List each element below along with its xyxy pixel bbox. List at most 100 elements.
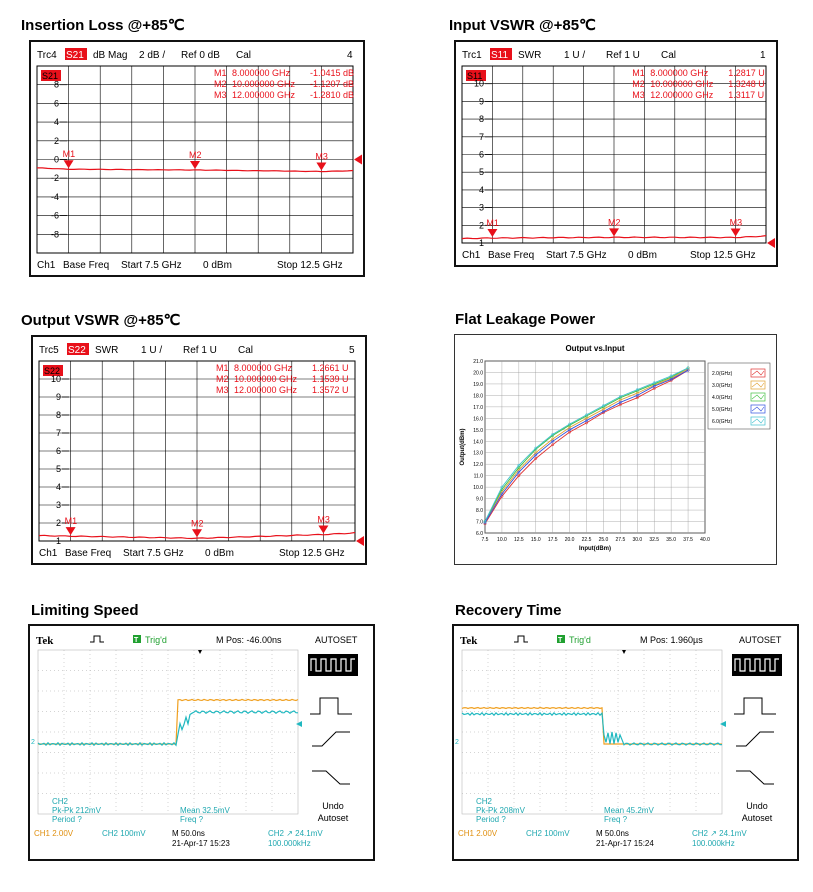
y-tick-label: 17.0 [473, 405, 483, 411]
marker-readout-freq: 12.000000 GHz [232, 90, 296, 100]
meas-channel: CH2 [52, 797, 69, 806]
trigger-position-marker [198, 650, 202, 654]
brand-label: Tek [460, 635, 478, 647]
cal-label: Cal [661, 50, 676, 61]
y-axis-label: Output(dBm) [460, 429, 466, 466]
format-label: SWR [95, 345, 118, 356]
x-tick-label: 35.0 [666, 537, 676, 543]
marker-triangle [609, 228, 619, 237]
series-line [484, 367, 689, 522]
y-tick-label: 20.0 [473, 370, 483, 376]
data-point [686, 366, 690, 370]
marker-readout-value: -1.0415 dB [310, 68, 354, 78]
x-tick-label: 12.5 [514, 537, 524, 543]
leakage-svg: Output vs.Input 7.5 10.0 12.5 15.0 17.5 20.0 22… [460, 344, 771, 552]
marker-readout-id: M3 [214, 90, 227, 100]
footer-power: 0 dBm [205, 548, 234, 559]
square-wave-icon[interactable] [310, 658, 355, 672]
input-vswr-title: Input VSWR @+85℃ [449, 17, 596, 34]
marker-readout-value: 1.2661 U [312, 363, 349, 373]
y-tick-label: 8 [56, 410, 61, 420]
marker-readout-id: M1 [214, 68, 227, 78]
trigger-status: Trig'd [145, 635, 167, 645]
ref-arrow [356, 536, 364, 546]
legend-swatch [750, 416, 766, 426]
ch2-ground-marker: 2 [31, 739, 35, 746]
data-point [568, 422, 572, 426]
meas-pkpk: Pk-Pk 212mV [52, 806, 102, 815]
x-tick-label: 17.5 [548, 537, 558, 543]
ref-label: Ref 1 U [183, 345, 217, 356]
data-point [635, 393, 639, 397]
rising-edge-icon[interactable] [736, 731, 774, 747]
vna-svg: Trc1 S11 SWR 1 U / Ref 1 U Cal 1S1110987654321… [461, 48, 775, 261]
y-tick-label: -6 [51, 211, 59, 221]
falling-edge-icon[interactable] [736, 770, 774, 785]
data-point [618, 400, 622, 404]
pulse-icon [90, 635, 104, 643]
marker-triangle [487, 229, 498, 238]
y-tick-label: 4 [54, 117, 59, 127]
legend-swatch-line [751, 418, 765, 424]
marker-readout-value: -1.2810 dB [310, 90, 354, 100]
y-tick-label: 0 [54, 155, 59, 165]
marker-readout-value: 1.3117 U [728, 90, 764, 100]
marker-triangle [316, 162, 327, 171]
legend-label: 2.0(GHz) [712, 371, 733, 377]
ch1-scale: CH1 2.00V [34, 829, 74, 838]
data-point [618, 395, 622, 398]
falling-edge-icon[interactable] [312, 770, 350, 785]
marker-readout-freq: 8.000000 GHz [232, 68, 291, 78]
ref-label: Ref 1 U [606, 50, 640, 61]
ref-label: Ref 0 dB [181, 50, 220, 61]
square-wave-icon[interactable] [734, 658, 779, 672]
scope-svg: Tek T Trig'd M Pos: -46.00ns AUTOSET 2 Undo Aut… [31, 635, 358, 848]
y-tick-label: 21.0 [473, 359, 483, 365]
trace-line [37, 167, 354, 173]
format-label: SWR [518, 50, 541, 61]
chart-title: Output vs.Input [565, 344, 624, 353]
legend-label: 4.0(GHz) [712, 395, 733, 401]
marker-readout-value: 1.1539 U [312, 374, 349, 384]
meas-channel: CH2 [476, 797, 493, 806]
data-point [483, 520, 487, 523]
data-point [652, 381, 656, 385]
cal-label: Cal [236, 50, 251, 61]
trace-badge-bg [41, 70, 61, 81]
y-tick-label: 9.0 [476, 497, 483, 503]
autoset-label: AUTOSET [315, 635, 358, 645]
param-badge-bg [490, 48, 512, 60]
marker-readout-value: 1.2817 U [728, 68, 765, 78]
single-pulse-icon[interactable] [734, 697, 776, 715]
marker-readout-value: 1.3572 U [312, 385, 349, 395]
legend-swatch-line [751, 382, 765, 388]
y-tick-label: 5 [56, 464, 61, 474]
marker-label: M1 [65, 516, 78, 526]
trace-badge: S11 [467, 71, 482, 81]
insertion-loss-panel: Trc4 S21 dB Mag 2 dB / Ref 0 dB Cal 4 S21 8 6 4 2 0-… [29, 40, 365, 277]
cal-label: Cal [238, 345, 253, 356]
ch2-scale: CH2 100mV [102, 829, 146, 838]
y-tick-label: 14.0 [473, 439, 483, 445]
y-tick-label: 10.0 [473, 485, 483, 491]
trace-number: 1 [760, 50, 766, 61]
single-pulse-icon[interactable] [310, 697, 352, 715]
series-line [484, 369, 689, 523]
insertion-loss-title: Insertion Loss @+85℃ [21, 17, 185, 34]
marker-readout-freq: 12.000000 GHz [234, 385, 298, 395]
legend-label: 6.0(GHz) [712, 419, 733, 425]
ch2-waveform [37, 710, 299, 747]
time-scale: M 50.0ns [596, 829, 629, 838]
data-point [602, 410, 605, 413]
pulse-icon [514, 635, 528, 643]
marker-label: M2 [608, 217, 621, 227]
data-point [517, 470, 521, 474]
trigger-status-icon-letter: T [558, 637, 563, 644]
rising-edge-icon[interactable] [312, 731, 350, 747]
data-point [551, 432, 555, 436]
y-tick-label: 1 [56, 536, 61, 546]
marker-label: M1 [486, 218, 499, 228]
x-tick-label: 25.0 [599, 537, 609, 543]
vna-svg: Trc4 S21 dB Mag 2 dB / Ref 0 dB Cal 4S2186420-… [36, 48, 362, 271]
scale-label: 1 U / [564, 50, 585, 61]
